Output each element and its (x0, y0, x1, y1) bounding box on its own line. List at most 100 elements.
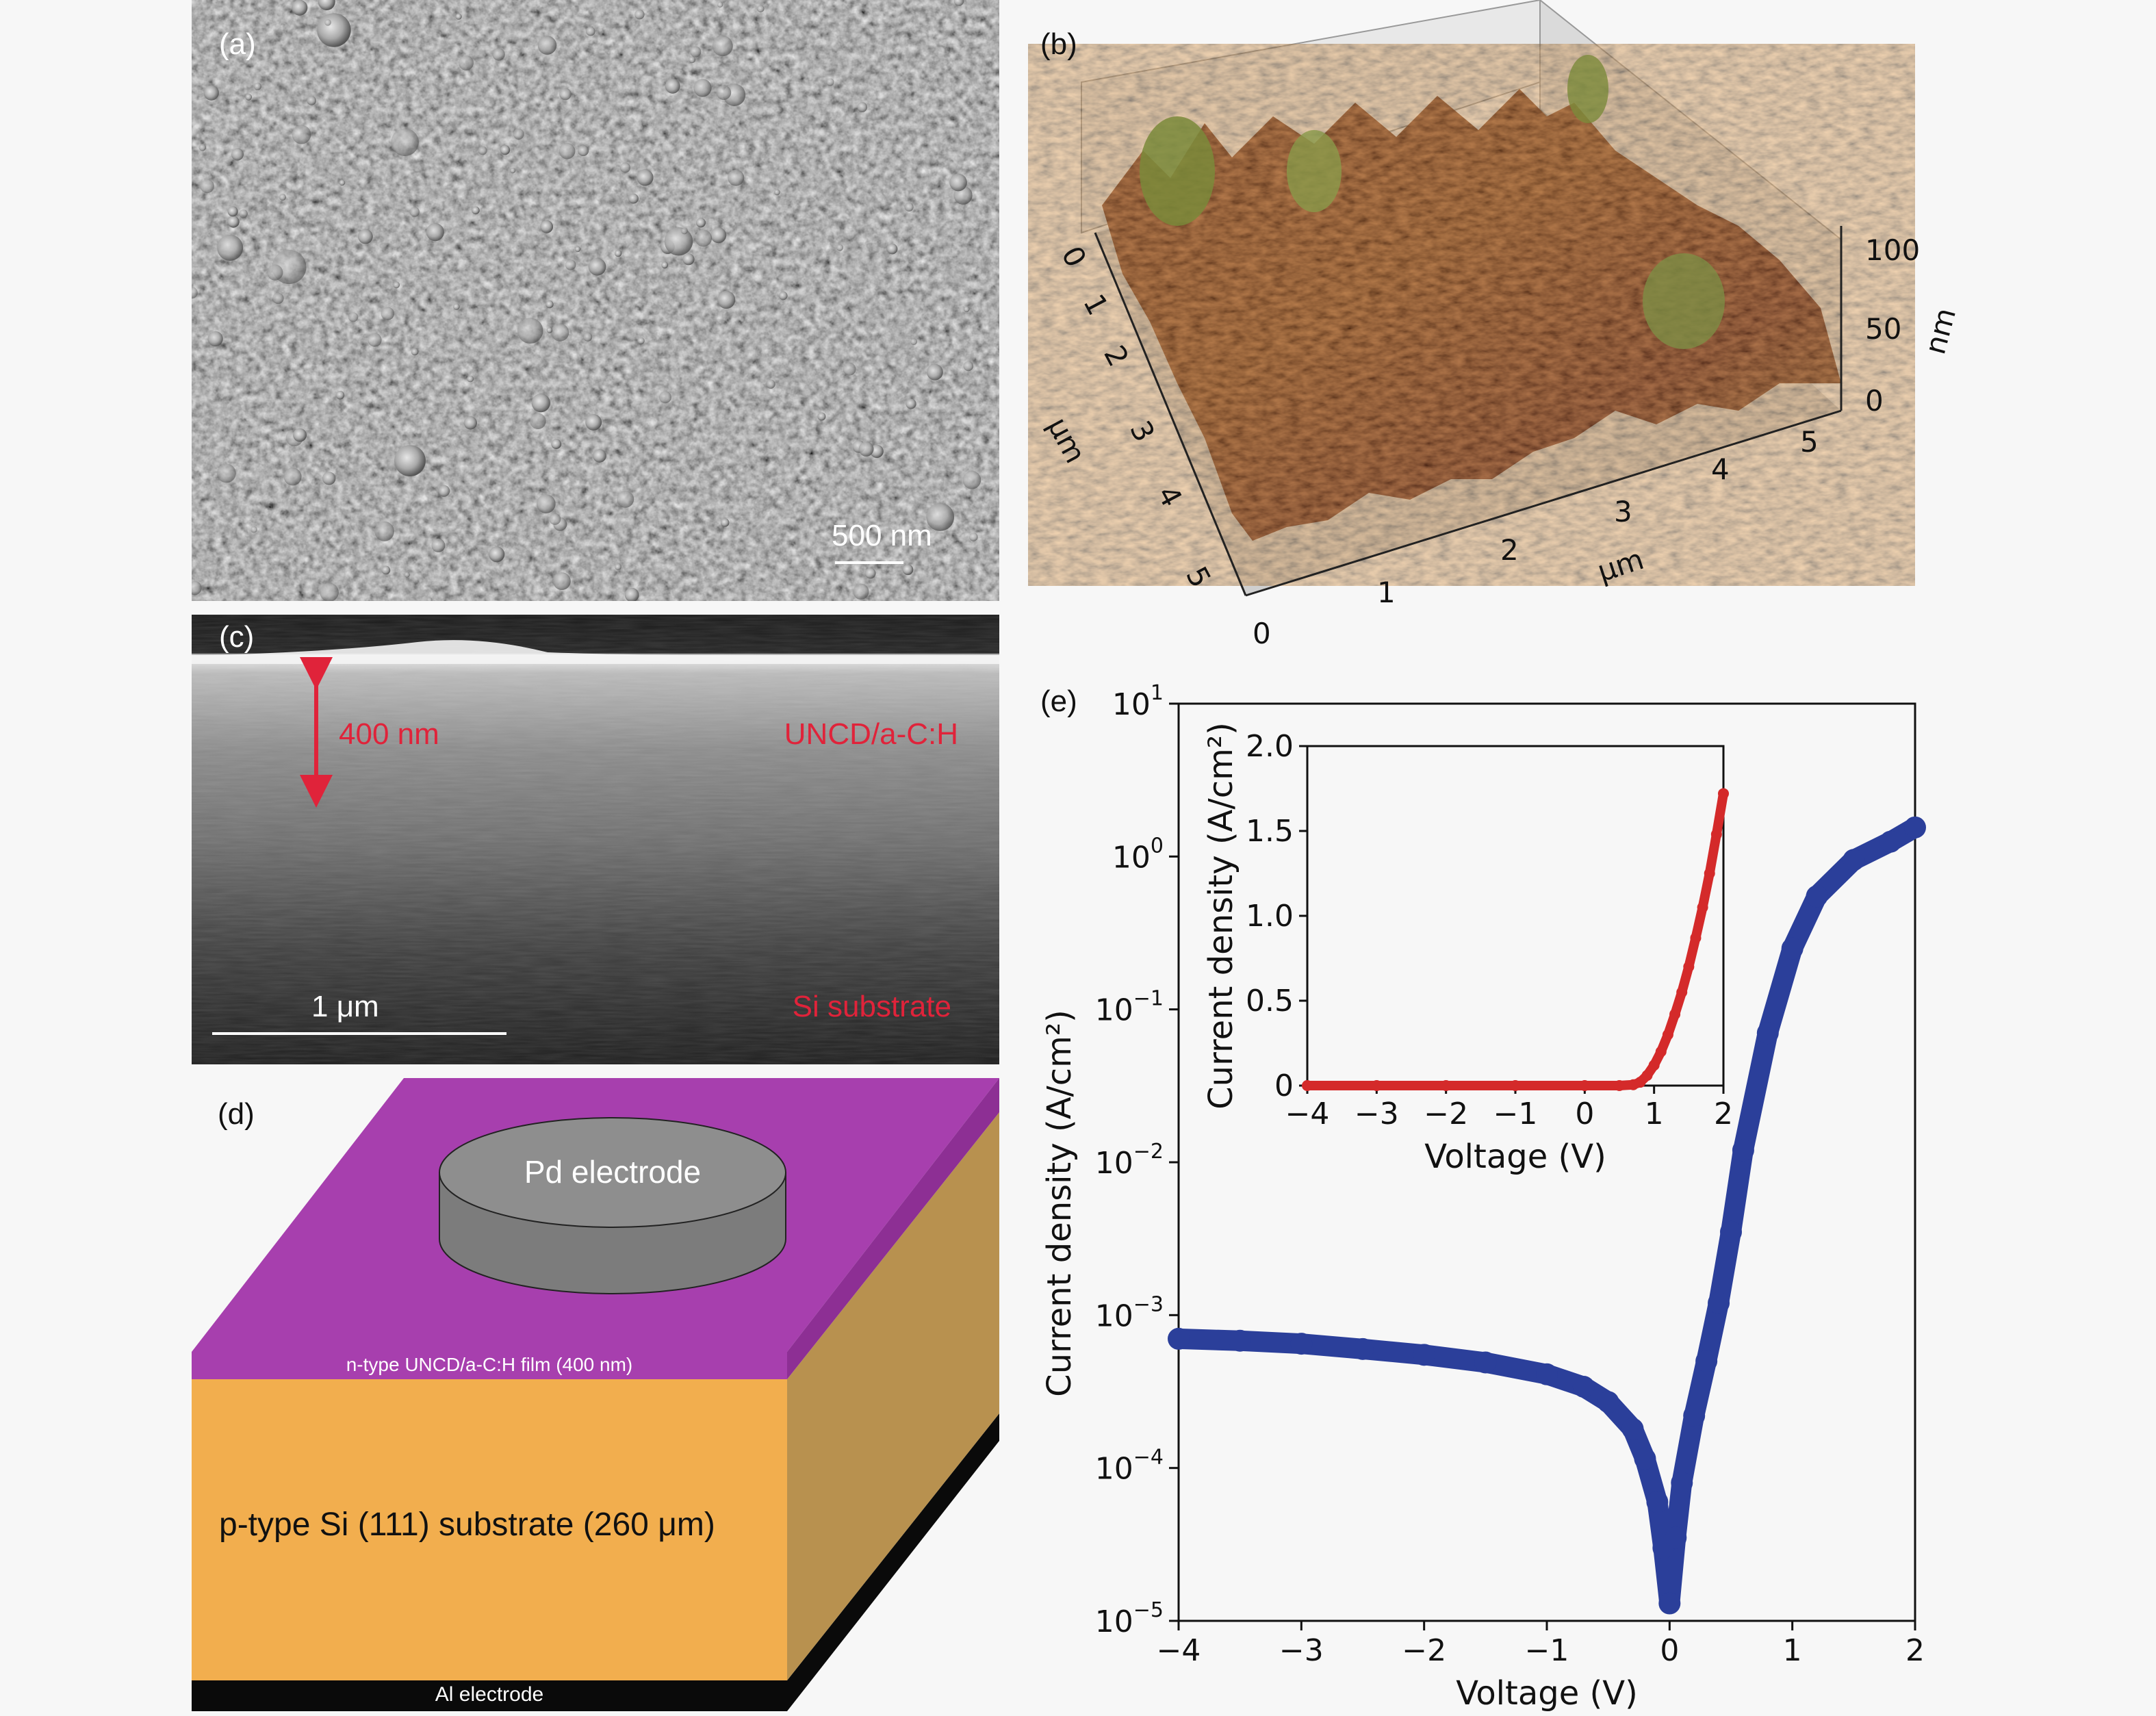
x-tick-label: −3 (1279, 1633, 1324, 1668)
data-point-main (1806, 885, 1828, 908)
data-point-main (1290, 1333, 1313, 1355)
data-point-main (1732, 1139, 1754, 1162)
data-point-main (1352, 1337, 1374, 1360)
data-point-main (1756, 1022, 1779, 1045)
y-tick-label: 10−5 (1095, 1598, 1164, 1639)
data-point-inset (1690, 932, 1702, 944)
data-point-inset (1641, 1070, 1653, 1081)
data-point-inset (1704, 868, 1715, 879)
y-axis-label: Current density (A/cm²) (1040, 1010, 1079, 1397)
panel-b: 0 1 2 3 4 5 μm 0 1 2 3 4 5 μm 100 50 0 n… (1027, 0, 1985, 657)
panel-label-a: (a) (219, 27, 256, 61)
device-schematic (192, 1078, 999, 1711)
x-tick-label: 1 (1783, 1633, 1802, 1668)
data-point-main (1708, 1292, 1730, 1314)
film-front (192, 1352, 787, 1379)
panel-c: (c) 400 nm UNCD/a-C:H Si substrate 1 μm (192, 615, 999, 1064)
afm-y-tick: 4 (1151, 481, 1189, 513)
afm-z-tick: 100 (1865, 233, 1920, 267)
data-point-inset (1655, 1046, 1667, 1058)
data-point-inset (1371, 1080, 1383, 1091)
data-point-inset (1648, 1060, 1660, 1071)
data-point-main (1646, 1491, 1669, 1513)
film-label: UNCD/a-C:H (784, 717, 958, 751)
data-point-main (1665, 1526, 1687, 1549)
data-point-main (1168, 1327, 1190, 1350)
y-tick-label: 10−3 (1095, 1292, 1164, 1333)
afm-y-tick: 1 (1077, 289, 1115, 321)
inset-y-axis-label: Current density (A/cm²) (1202, 722, 1240, 1110)
x-tick-label: −4 (1157, 1633, 1201, 1668)
data-point-inset (1676, 986, 1688, 998)
data-point-main (1229, 1329, 1251, 1352)
data-point-main (1671, 1472, 1693, 1494)
substrate-label: p-type Si (111) substrate (260 μm) (219, 1507, 715, 1543)
afm-z-tick: 0 (1865, 384, 1884, 418)
inset-x-tick-label: −3 (1355, 1097, 1399, 1131)
x-tick-label: −1 (1525, 1633, 1569, 1668)
y-tick-label: 100 (1112, 834, 1164, 875)
data-point-main (1720, 1220, 1742, 1243)
afm-x-tick: 2 (1500, 533, 1519, 567)
y-tick-label: 101 (1112, 681, 1164, 722)
afm-y-tick: 5 (1179, 561, 1218, 593)
data-point-main (1658, 1592, 1681, 1615)
afm-y-tick: 0 (1055, 241, 1093, 273)
sem-cross-section-image (192, 615, 999, 1064)
panel-a: (a) 500 nm (185, 0, 999, 603)
data-point-main (1843, 849, 1865, 871)
data-point-main (1781, 937, 1804, 960)
afm-x-unit: μm (1593, 542, 1647, 589)
data-point-main (1683, 1405, 1706, 1427)
data-point-main (1879, 830, 1902, 853)
y-tick-label: 10−4 (1095, 1446, 1164, 1487)
scale-bar-label: 500 nm (832, 519, 932, 552)
panel-label-c: (c) (219, 620, 255, 654)
inset-y-tick-label: 1.0 (1246, 899, 1294, 934)
inset-y-tick-label: 0.5 (1246, 984, 1294, 1019)
afm-x-tick: 3 (1614, 495, 1632, 528)
data-point-main (1695, 1350, 1718, 1372)
sem-topview-image (185, 0, 999, 603)
panel-d: (d) Pd electrode n-type UNCD/a-C:H film … (192, 1078, 999, 1713)
data-point-inset (1302, 1080, 1313, 1091)
data-point-main (1597, 1391, 1619, 1413)
data-point-inset (1440, 1080, 1452, 1091)
jv-chart: −4 −3 −2 −1 0 1 210110010−110−210−310−410−5Vol… (1040, 681, 1926, 1713)
inset-x-tick-label: 1 (1645, 1097, 1664, 1131)
data-point-main (1536, 1363, 1558, 1385)
inset-x-tick-label: −4 (1285, 1097, 1330, 1131)
data-point-main (1904, 816, 1926, 838)
panel-label-b: (b) (1040, 27, 1077, 61)
inset-y-tick-label: 1.5 (1246, 814, 1294, 849)
inset-x-tick-label: −2 (1424, 1097, 1468, 1131)
inset-y-tick-label: 0 (1274, 1068, 1294, 1103)
x-tick-label: −2 (1402, 1633, 1446, 1668)
afm-y-tick: 2 (1097, 340, 1135, 372)
afm-3d-plot: 0 1 2 3 4 5 μm 0 1 2 3 4 5 μm 100 50 0 n… (1041, 0, 1962, 650)
data-point-main (1413, 1344, 1435, 1366)
panel-label-e: (e) (1040, 684, 1077, 718)
data-point-inset (1614, 1080, 1625, 1091)
afm-x-tick: 1 (1377, 576, 1396, 609)
data-point-inset (1710, 828, 1722, 840)
thickness-label: 400 nm (339, 717, 439, 751)
inset-x-tick-label: 2 (1714, 1097, 1733, 1131)
panel-e: (e) −4 −3 −2 −1 0 1 2 101 100 10−1 10−2 10−3 10−4 10−… (1027, 671, 1985, 1713)
inset-plot-frame (1306, 745, 1725, 1087)
afm-y-tick: 3 (1123, 415, 1162, 448)
data-point-inset (1634, 1077, 1646, 1088)
pd-electrode-label: Pd electrode (524, 1154, 702, 1190)
pd-electrode (439, 1117, 786, 1294)
al-electrode (192, 1413, 999, 1711)
afm-z-tick: 50 (1865, 312, 1901, 346)
substrate-label: Si substrate (792, 990, 951, 1023)
x-axis-label: Voltage (V) (1456, 1674, 1638, 1713)
y-tick-label: 10−2 (1095, 1140, 1164, 1181)
data-point-inset (1510, 1080, 1521, 1091)
x-tick-label: 0 (1660, 1633, 1679, 1668)
data-point-inset (1718, 788, 1729, 799)
data-point-main (1474, 1351, 1497, 1374)
data-point-inset (1683, 961, 1695, 973)
substrate-side (787, 1112, 999, 1680)
